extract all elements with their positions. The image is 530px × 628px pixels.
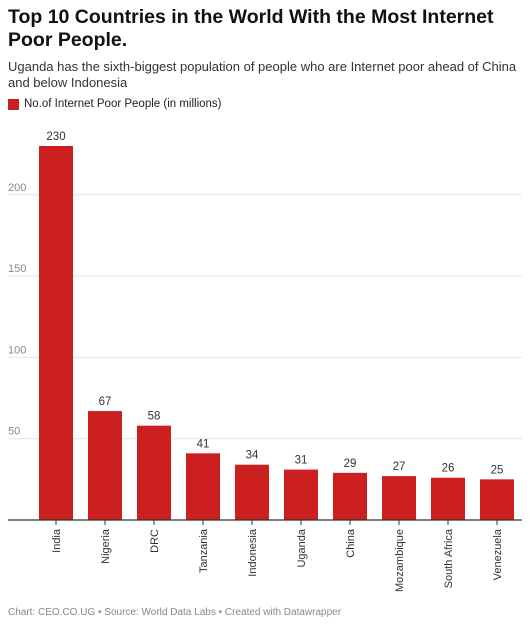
x-tick-label: Venezuela bbox=[492, 528, 504, 580]
x-tick-label: South Africa bbox=[443, 528, 455, 588]
x-tick-label: Tanzania bbox=[198, 528, 210, 573]
chart-title: Top 10 Countries in the World With the M… bbox=[8, 6, 494, 51]
x-tick-label: Mozambique bbox=[394, 529, 406, 592]
bar bbox=[333, 472, 367, 520]
data-label: 31 bbox=[295, 455, 308, 467]
x-tick-label: China bbox=[345, 528, 357, 558]
legend-label: No.of Internet Poor People (in millions) bbox=[24, 98, 222, 110]
y-tick-label: 50 bbox=[8, 426, 20, 438]
y-tick-label: 150 bbox=[8, 263, 26, 275]
y-tick-label: 100 bbox=[8, 344, 26, 356]
legend-swatch bbox=[8, 98, 19, 110]
bar bbox=[186, 453, 220, 520]
bar bbox=[39, 146, 73, 520]
data-label: 58 bbox=[148, 411, 161, 423]
data-label: 34 bbox=[246, 450, 259, 462]
x-tick-label: India bbox=[51, 528, 63, 553]
data-label: 25 bbox=[491, 464, 504, 476]
y-tick-label: 200 bbox=[8, 182, 26, 194]
x-tick-label: Indonesia bbox=[247, 528, 259, 577]
x-tick-label: DRC bbox=[149, 529, 161, 553]
bar bbox=[480, 479, 514, 520]
bar bbox=[88, 411, 122, 520]
data-label: 27 bbox=[393, 461, 406, 473]
data-label: 67 bbox=[99, 396, 112, 408]
bar bbox=[284, 469, 318, 520]
data-label: 29 bbox=[344, 458, 357, 470]
chart-subtitle: Uganda has the sixth-biggest population … bbox=[8, 59, 517, 90]
bar bbox=[382, 476, 416, 520]
data-label: 26 bbox=[442, 463, 455, 475]
bar-chart: 50 100 150 200 230 India 67 Nigeria 58 DRC 41 Tanza… bbox=[8, 131, 522, 592]
data-label: 230 bbox=[46, 131, 65, 143]
legend: No.of Internet Poor People (in millions) bbox=[8, 98, 222, 110]
bar bbox=[431, 477, 465, 520]
bar bbox=[137, 425, 171, 520]
bar bbox=[235, 464, 269, 520]
data-label: 41 bbox=[197, 438, 210, 450]
chart-footer: Chart: CEO.CO.UG • Source: World Data La… bbox=[8, 607, 342, 618]
x-tick-label: Uganda bbox=[296, 528, 308, 567]
x-tick-label: Nigeria bbox=[100, 528, 112, 564]
